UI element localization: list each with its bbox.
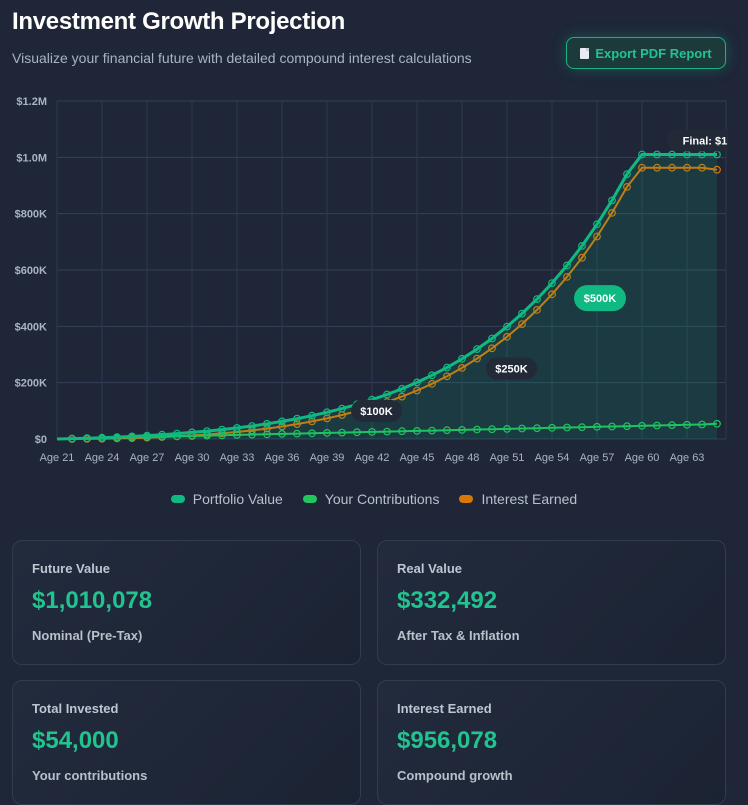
x-tick-label: Age 24 xyxy=(85,452,120,464)
x-tick-label: Age 60 xyxy=(625,452,660,464)
y-tick-label: $200K xyxy=(15,378,47,390)
x-tick-label: Age 33 xyxy=(220,452,255,464)
legend-swatch-portfolio xyxy=(171,495,185,503)
x-tick-label: Age 54 xyxy=(535,452,570,464)
card-label: Real Value xyxy=(397,561,706,576)
card-note: Nominal (Pre-Tax) xyxy=(32,628,341,643)
card-future-value: Future Value $1,010,078 Nominal (Pre-Tax… xyxy=(12,540,361,665)
export-pdf-label: Export PDF Report xyxy=(595,46,711,61)
y-tick-label: $0 xyxy=(35,434,47,446)
legend-swatch-interest xyxy=(459,495,473,503)
card-value: $956,078 xyxy=(397,727,706,755)
y-tick-label: $400K xyxy=(15,321,47,333)
card-value: $54,000 xyxy=(32,727,341,755)
x-tick-label: Age 21 xyxy=(40,452,75,464)
card-label: Interest Earned xyxy=(397,701,706,716)
card-note: Compound growth xyxy=(397,768,706,783)
card-real-value: Real Value $332,492 After Tax & Inflatio… xyxy=(377,540,726,665)
document-icon xyxy=(580,48,589,59)
card-label: Future Value xyxy=(32,561,341,576)
export-pdf-button[interactable]: Export PDF Report xyxy=(566,37,726,69)
x-tick-label: Age 30 xyxy=(175,452,210,464)
chart-legend: Portfolio Value Your Contributions Inter… xyxy=(0,491,748,507)
x-tick-label: Age 27 xyxy=(130,452,165,464)
card-interest-earned: Interest Earned $956,078 Compound growth xyxy=(377,680,726,805)
legend-label-interest: Interest Earned xyxy=(481,491,577,507)
x-tick-label: Age 36 xyxy=(265,452,300,464)
y-tick-label: $600K xyxy=(15,265,47,277)
card-value: $1,010,078 xyxy=(32,587,341,615)
milestone-label: $100K xyxy=(360,406,392,418)
milestone-label: $500K xyxy=(584,293,616,305)
card-label: Total Invested xyxy=(32,701,341,716)
milestone-label: Final: $1M xyxy=(683,135,737,147)
legend-item-portfolio[interactable]: Portfolio Value xyxy=(171,491,283,507)
card-note: Your contributions xyxy=(32,768,341,783)
x-tick-label: Age 51 xyxy=(490,452,525,464)
page-subtitle: Visualize your financial future with det… xyxy=(12,50,472,66)
legend-label-portfolio: Portfolio Value xyxy=(193,491,283,507)
milestone-label: $250K xyxy=(495,364,527,376)
x-tick-label: Age 42 xyxy=(355,452,390,464)
card-total-invested: Total Invested $54,000 Your contribution… xyxy=(12,680,361,805)
y-tick-label: $800K xyxy=(15,209,47,221)
legend-swatch-contributions xyxy=(303,495,317,503)
growth-chart: $0 $200K $400K $600K $800K $1.0M $1.2M Age 21 Ag… xyxy=(0,90,748,480)
card-note: After Tax & Inflation xyxy=(397,628,706,643)
x-tick-label: Age 48 xyxy=(445,452,480,464)
y-tick-label: $1.0M xyxy=(16,152,47,164)
x-tick-label: Age 39 xyxy=(310,452,345,464)
x-tick-label: Age 45 xyxy=(400,452,435,464)
x-tick-label: Age 63 xyxy=(670,452,705,464)
legend-label-contributions: Your Contributions xyxy=(325,491,440,507)
y-tick-label: $1.2M xyxy=(16,96,47,108)
x-tick-label: Age 57 xyxy=(580,452,615,464)
card-value: $332,492 xyxy=(397,587,706,615)
page-title: Investment Growth Projection xyxy=(12,8,345,36)
legend-item-interest[interactable]: Interest Earned xyxy=(459,491,577,507)
legend-item-contributions[interactable]: Your Contributions xyxy=(303,491,440,507)
